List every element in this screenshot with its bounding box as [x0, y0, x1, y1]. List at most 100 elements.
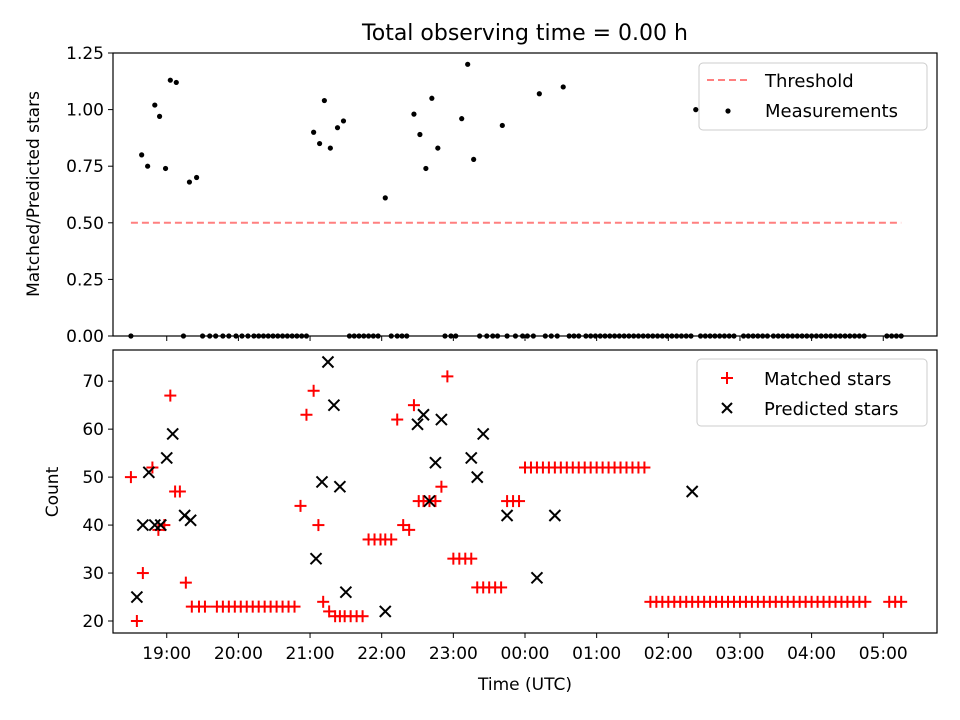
measurement-point [311, 129, 317, 135]
matched-star-point [435, 480, 448, 493]
top-y-tick-label: 1.00 [66, 101, 104, 121]
measurement-point [459, 116, 465, 122]
measurement-point [193, 174, 200, 181]
x-tick-label: 20:00 [214, 644, 263, 664]
predicted-star-point [417, 408, 430, 421]
x-tick-label: 05:00 [859, 644, 908, 664]
predicted-star-point [379, 605, 392, 618]
predicted-star-point [154, 518, 167, 532]
matched-star-point [465, 552, 478, 565]
matched-star-point [441, 370, 454, 383]
bottom-y-label: Count [43, 466, 63, 517]
bottom-panel: 20 30 40 50 60 70 19:00 20:00 21:00 22:00 23:00 00… [43, 349, 938, 695]
predicted-star-point [339, 586, 353, 599]
predicted-star-point [333, 480, 347, 493]
predicted-star-point [435, 413, 448, 426]
measurement-point [560, 84, 566, 90]
legend-threshold-label: Threshold [764, 71, 854, 92]
matched-star-point [307, 384, 320, 397]
top-y-tick-label: 0.00 [66, 327, 104, 347]
predicted-star-point [136, 518, 150, 532]
matched-star-point [136, 567, 149, 580]
predicted-star-point [465, 451, 478, 465]
x-axis-label: Time (UTC) [477, 675, 572, 695]
measurement-point [693, 107, 699, 113]
matched-star-point [173, 485, 186, 498]
measurement-point [139, 152, 145, 158]
measurement-point [382, 195, 388, 201]
predicted-star-point [315, 475, 329, 489]
bottom-y-tick-label: 50 [82, 468, 104, 488]
x-tick-label: 21:00 [286, 644, 335, 664]
bottom-axes-frame [112, 349, 938, 634]
matched-star-point [312, 519, 325, 532]
legend-predicted-label: Predicted stars [764, 399, 898, 420]
top-panel: 0.00 0.25 0.50 0.75 1.00 1.25 Matched/Predict… [24, 44, 938, 347]
bottom-y-tick-label: 40 [82, 516, 104, 536]
predicted-star-point [142, 466, 156, 479]
x-tick-label: 22:00 [357, 644, 406, 664]
measurement-point [152, 102, 158, 108]
bottom-y-tick-label: 20 [82, 612, 104, 632]
x-tick-label: 02:00 [644, 644, 693, 664]
matched-star-point [429, 495, 442, 508]
predicted-star-point [321, 355, 335, 369]
top-y-tick-label: 1.25 [66, 44, 104, 64]
matched-star-point [391, 413, 404, 426]
matched-star-point [317, 595, 330, 608]
matched-star-point [294, 499, 307, 512]
predicted-star-point [184, 514, 197, 527]
matched-star-point [130, 615, 143, 628]
measurement-point [162, 165, 169, 172]
predicted-star-point [130, 590, 144, 604]
matched-star-point [407, 399, 420, 412]
measurement-point [173, 79, 179, 86]
predicted-star-point [685, 485, 699, 498]
top-legend: Threshold Measurements [698, 62, 928, 131]
measurement-point [435, 145, 441, 151]
bottom-legend: Matched stars Predicted stars [696, 358, 928, 427]
top-y-tick-label: 0.25 [66, 270, 104, 290]
x-tick-label: 00:00 [501, 644, 550, 664]
matched-star-point [179, 576, 192, 589]
legend-measurements-swatch [725, 108, 731, 114]
measurement-point [423, 165, 429, 172]
predicted-star-point [476, 427, 490, 441]
predicted-star-point [160, 451, 173, 465]
measurement-point [471, 156, 477, 163]
bottom-marks [124, 355, 908, 628]
x-tick-label: 19:00 [142, 644, 191, 664]
bottom-legend-frame [696, 358, 928, 427]
measurement-point [411, 111, 417, 117]
matched-star-point [638, 461, 651, 474]
legend-predicted-swatch [721, 402, 733, 414]
predicted-star-point [530, 571, 544, 585]
predicted-star-point [423, 494, 436, 508]
measurement-point [417, 131, 423, 138]
x-tick-label: 23:00 [429, 644, 478, 664]
predicted-star-point [411, 418, 424, 431]
predicted-star-point [429, 456, 442, 469]
predicted-star-point [166, 427, 179, 441]
matched-star-point [288, 600, 301, 613]
figure-title: Total observing time = 0.00 h [361, 21, 688, 46]
measurement-point [536, 91, 542, 97]
x-tick-label: 04:00 [787, 644, 836, 664]
predicted-star-point [327, 398, 341, 412]
measurement-point [334, 125, 341, 131]
legend-measurements-label: Measurements [765, 101, 898, 122]
predicted-star-point [500, 509, 514, 522]
bottom-y-tick-label: 30 [82, 564, 104, 584]
matched-star-point [124, 471, 137, 484]
matched-star-point [385, 533, 398, 546]
measurement-point [145, 163, 151, 169]
matched-star-point [300, 408, 313, 421]
matched-star-point [403, 523, 416, 536]
matched-star-point [895, 595, 908, 608]
bottom-x-axis: 19:00 20:00 21:00 22:00 23:00 00:00 01:00 02:00… [142, 633, 908, 664]
measurement-point [156, 113, 163, 119]
predicted-star-point [309, 552, 323, 565]
bottom-y-tick-label: 70 [82, 372, 104, 392]
matched-star-point [513, 495, 526, 508]
